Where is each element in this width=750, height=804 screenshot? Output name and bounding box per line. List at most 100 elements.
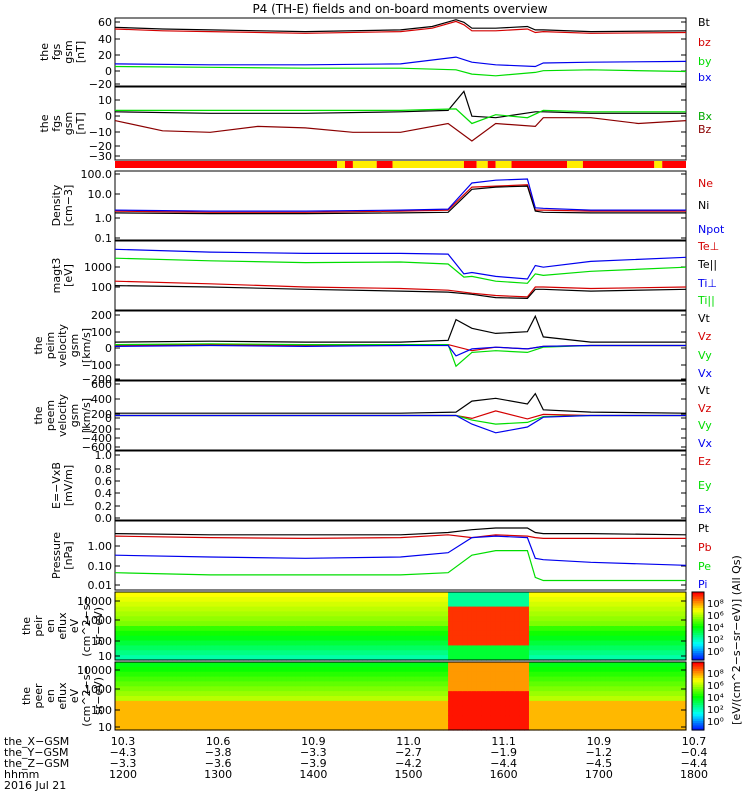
heatmap-cell — [214, 666, 221, 673]
heatmap-cell — [471, 611, 478, 617]
heatmap-cell — [424, 705, 430, 712]
heatmap-cell — [457, 601, 463, 608]
heatmap-cell — [153, 626, 159, 632]
heatmap-cell — [333, 645, 340, 651]
heatmap-cell — [476, 715, 482, 721]
heatmap-cell — [200, 666, 207, 673]
heatmap-cell — [609, 686, 616, 692]
heatmap-cell — [329, 635, 335, 642]
heatmap-cell — [424, 710, 430, 717]
heatmap-cell — [262, 715, 268, 721]
heatmap-cell — [405, 630, 411, 637]
legend-entry: Pt — [698, 522, 710, 535]
heatmap-cell — [524, 691, 530, 697]
heatmap-cell — [248, 596, 254, 603]
heatmap-cell — [576, 611, 582, 617]
heatmap-cell — [524, 601, 530, 608]
heatmap-cell — [509, 666, 516, 673]
y-tick-label: −400 — [82, 432, 112, 445]
heatmap-cell — [348, 715, 354, 721]
panel-frame — [114, 17, 687, 87]
heatmap-cell — [619, 635, 625, 642]
heatmap-cell — [138, 725, 145, 731]
heatmap-cell — [310, 666, 316, 673]
heatmap-cell — [424, 725, 430, 731]
heatmap-cell — [257, 611, 264, 617]
heatmap-cell — [381, 686, 387, 692]
heatmap-cell — [571, 705, 578, 712]
heatmap-cell — [295, 635, 302, 642]
colorbar-cell — [692, 646, 704, 650]
heatmap-cell — [291, 626, 297, 632]
heatmap-cell — [176, 720, 183, 726]
heatmap-cell — [643, 640, 649, 647]
heatmap-cell — [200, 715, 207, 721]
heatmap-cell — [390, 606, 397, 613]
heatmap-cell — [452, 640, 459, 647]
heatmap-cell — [229, 640, 235, 647]
heatmap-cell — [267, 696, 273, 702]
heatmap-cell — [666, 621, 673, 627]
heatmap-cell — [443, 705, 449, 712]
heatmap-cell — [390, 700, 397, 707]
heatmap-cell — [181, 626, 187, 632]
heatmap-cell — [272, 691, 278, 697]
heatmap-cell — [662, 630, 668, 637]
heatmap-cell — [138, 606, 145, 613]
heatmap-cell — [562, 666, 568, 673]
heatmap-cell — [219, 715, 226, 721]
heatmap-cell — [452, 666, 459, 673]
heatmap-cell — [295, 630, 302, 637]
heatmap-cell — [343, 710, 349, 717]
heatmap-cell — [157, 710, 164, 717]
heatmap-cell — [181, 700, 187, 707]
heatmap-cell — [571, 725, 578, 731]
heatmap-cell — [448, 700, 454, 707]
heatmap-cell — [348, 696, 354, 702]
heatmap-cell — [205, 645, 211, 651]
heatmap-cell — [619, 650, 625, 656]
heatmap-cell — [457, 700, 463, 707]
colorbar-label: [eV/(cm^2−s−sr−eV)] (All Qs) — [730, 555, 743, 725]
heatmap-cell — [291, 601, 297, 608]
heatmap-cell — [238, 645, 245, 651]
heatmap-cell — [628, 671, 635, 678]
heatmap-cell — [628, 606, 635, 613]
series-line-bx — [114, 56, 687, 68]
colorbar-cell — [692, 614, 704, 618]
heatmap-cell — [138, 640, 145, 647]
heatmap-cell — [119, 666, 126, 673]
heatmap-cell — [214, 676, 221, 683]
heatmap-cell — [400, 720, 406, 726]
heatmap-cell — [400, 700, 406, 707]
heatmap-cell — [433, 616, 440, 622]
heatmap-cell — [319, 715, 325, 721]
heatmap-cell — [167, 725, 173, 731]
heatmap-cell — [138, 705, 145, 712]
heatmap-cell — [319, 696, 325, 702]
heatmap-cell — [519, 710, 525, 717]
panel-frame — [114, 170, 687, 241]
heatmap-cell — [681, 655, 687, 661]
heatmap-cell — [367, 601, 373, 608]
heatmap-cell — [233, 715, 240, 721]
heatmap-cell — [186, 635, 192, 642]
heatmap-cell — [524, 640, 530, 647]
heatmap-cell — [119, 715, 126, 721]
heatmap-cell — [381, 696, 387, 702]
heatmap-cell — [186, 606, 192, 613]
heatmap-cell — [557, 666, 563, 673]
heatmap-cell — [548, 611, 554, 617]
heatmap-cell — [248, 696, 254, 702]
heatmap-cell — [233, 725, 240, 731]
heatmap-cell — [443, 650, 449, 656]
heatmap-cell — [305, 606, 311, 613]
heatmap-cell — [486, 666, 492, 673]
legend-entry: Vy — [698, 419, 712, 432]
heatmap-cell — [681, 696, 687, 702]
heatmap-cell — [343, 630, 349, 637]
heatmap-cell — [362, 601, 368, 608]
heatmap-cell — [605, 645, 611, 651]
heatmap-cell — [509, 592, 516, 598]
heatmap-cell — [457, 666, 463, 673]
